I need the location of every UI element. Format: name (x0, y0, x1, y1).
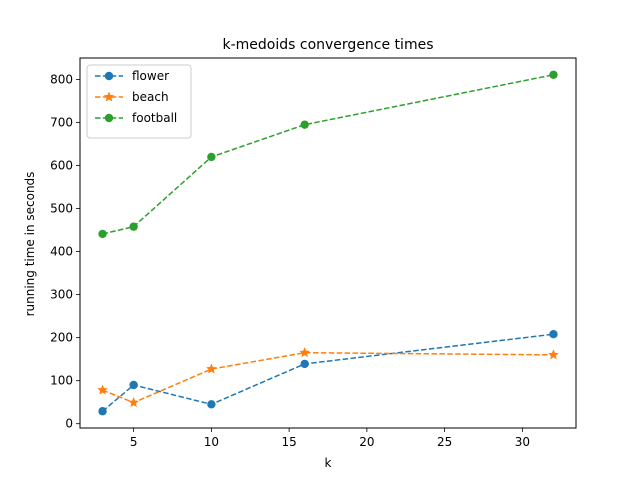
data-point-flower (207, 400, 216, 409)
x-tick-label: 15 (281, 435, 296, 449)
legend-label-football: football (132, 111, 177, 125)
x-axis-label: k (325, 456, 332, 470)
data-point-beach (128, 396, 140, 408)
data-point-football (98, 229, 107, 239)
y-tick-label: 500 (50, 202, 73, 216)
y-tick-label: 400 (50, 245, 73, 259)
chart-title: k-medoids convergence times (223, 37, 434, 53)
data-point-beach (548, 349, 559, 360)
data-point-beach (205, 363, 217, 374)
x-tick-label: 5 (130, 435, 138, 449)
y-tick-label: 300 (50, 288, 73, 302)
y-tick-label: 100 (50, 374, 73, 388)
y-axis-label: running time in seconds (23, 172, 37, 317)
legend-marker-football (104, 113, 114, 123)
y-tick-label: 800 (50, 73, 73, 87)
data-point-flower (98, 407, 107, 416)
y-tick-label: 0 (65, 417, 73, 431)
legend-marker-beach (103, 91, 115, 102)
legend-marker-flower (104, 71, 114, 81)
y-tick-label: 200 (50, 331, 73, 345)
legend: flower beach football (86, 64, 192, 139)
data-point-football (549, 70, 558, 79)
x-tick-label: 10 (204, 435, 219, 449)
series-line-flower (102, 333, 554, 412)
legend-label-flower: flower (132, 69, 169, 83)
legend-box (86, 64, 192, 139)
data-point-beach (299, 347, 311, 358)
data-point-beach (97, 384, 108, 395)
x-tick-label: 30 (515, 435, 530, 449)
x-tick-label: 20 (359, 435, 374, 449)
series-line-beach (102, 351, 554, 404)
data-point-flower (129, 380, 138, 390)
data-point-football (300, 120, 309, 129)
data-point-flower (549, 330, 558, 339)
data-point-flower (300, 359, 309, 369)
y-tick-label: 600 (50, 159, 73, 173)
y-tick-label: 700 (50, 116, 73, 130)
data-point-football (129, 222, 138, 231)
x-tick-label: 25 (437, 435, 452, 449)
axes-frame (79, 57, 577, 429)
legend-label-beach: beach (132, 90, 169, 104)
data-point-football (207, 152, 216, 162)
